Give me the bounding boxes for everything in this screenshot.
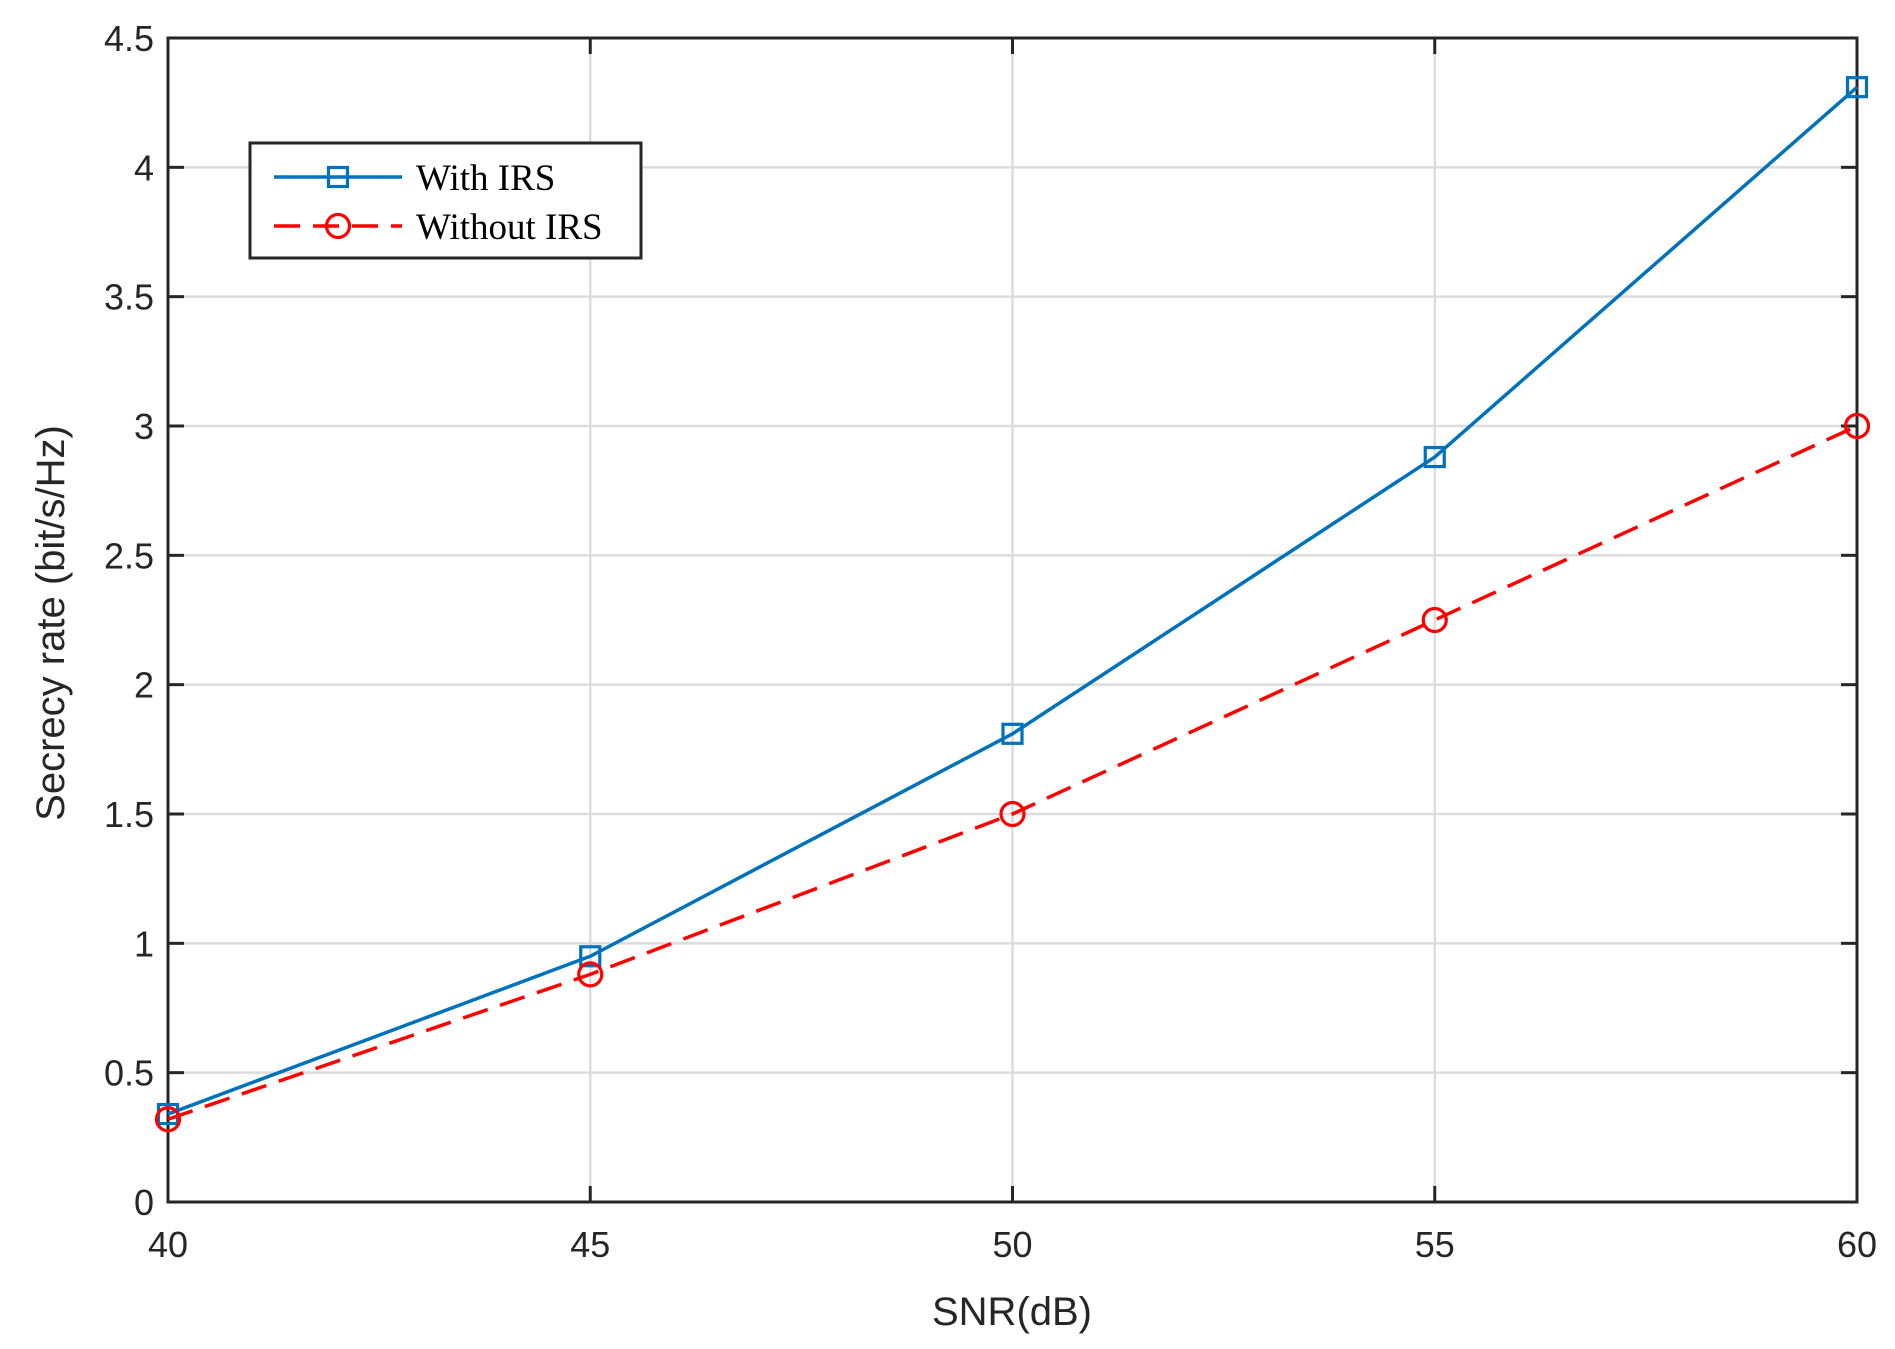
- x-tick-label-40: 40: [148, 1224, 188, 1265]
- data-point-without-irs-50: [999, 800, 1026, 828]
- data-point-without-irs-45: [577, 961, 604, 988]
- x-tick-label-60: 60: [1837, 1224, 1877, 1265]
- series-without-irs: [154, 412, 1871, 1133]
- x-tick-label-45: 45: [570, 1224, 610, 1265]
- legend: With IRS Without IRS: [248, 141, 643, 260]
- tick-marks: [166, 36, 1859, 1204]
- y-tick-label-0: 0: [134, 1182, 154, 1223]
- y-tick-label-1.5: 1.5: [104, 794, 154, 835]
- tick-labels: 40 45 50 55 60 0 0.5 1 1.5 2 2.5 3 3.5 4 4.5: [104, 18, 1877, 1265]
- legend-marker-without-irs: [324, 212, 352, 240]
- series-line-with-irs: [167, 85, 1859, 1116]
- y-tick-label-4: 4: [134, 147, 154, 188]
- data-point-without-irs-60: [1843, 412, 1871, 440]
- y-axis-label: Secrecy rate (bit/s/Hz): [29, 425, 73, 821]
- legend-label-with-irs: With IRS: [416, 158, 555, 199]
- y-tick-label-2: 2: [134, 665, 154, 706]
- data-point-with-irs-50: [1001, 722, 1024, 745]
- data-point-with-irs-45: [579, 945, 602, 968]
- legend-label-without-irs: Without IRS: [416, 207, 603, 248]
- data-point-with-irs-60: [1845, 76, 1869, 99]
- x-tick-label-55: 55: [1415, 1224, 1455, 1265]
- series-line-without-irs: [167, 424, 1858, 1121]
- data-point-without-irs-40: [154, 1106, 182, 1133]
- legend-marker-with-irs: [326, 165, 350, 189]
- legend-entry-without-irs: Without IRS: [274, 207, 603, 248]
- data-point-without-irs-55: [1421, 606, 1448, 634]
- y-tick-label-3: 3: [134, 406, 154, 447]
- data-series: [154, 76, 1871, 1133]
- y-tick-label-0.5: 0.5: [104, 1053, 154, 1094]
- y-tick-label-4.5: 4.5: [104, 18, 154, 59]
- y-tick-label-2.5: 2.5: [104, 535, 154, 576]
- legend-entry-with-irs: With IRS: [274, 158, 555, 199]
- x-tick-label-50: 50: [992, 1224, 1032, 1265]
- y-tick-label-3.5: 3.5: [104, 277, 154, 318]
- y-tick-label-1: 1: [134, 923, 154, 964]
- data-point-with-irs-55: [1423, 445, 1446, 469]
- x-axis-label: SNR(dB): [932, 1290, 1092, 1334]
- legend-box: [248, 141, 643, 260]
